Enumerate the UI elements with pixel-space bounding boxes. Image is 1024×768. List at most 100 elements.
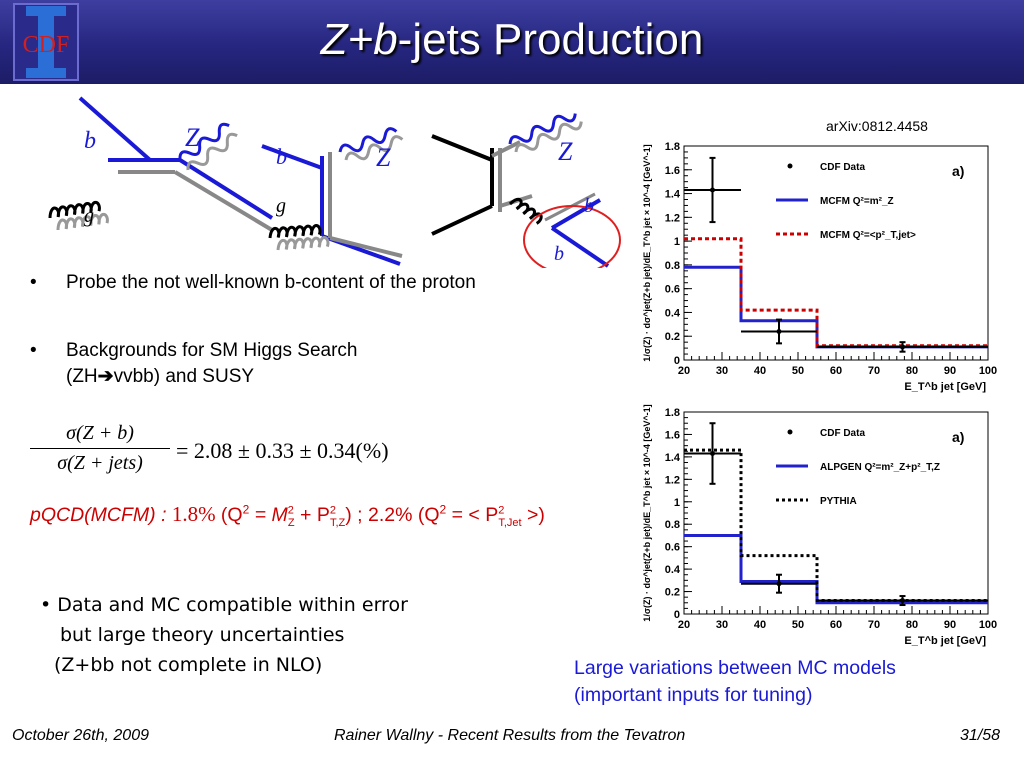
x-tick-label: 50 — [792, 365, 804, 377]
feynman-diagram-3: Z b b — [431, 113, 621, 268]
f2-13: T,Jet — [498, 516, 522, 529]
y-tick-label: 1.6 — [665, 165, 680, 177]
label-z: Z — [185, 123, 200, 152]
f2-11: = < P — [446, 504, 499, 526]
bullet-1: Probe the not well-known b-content of th… — [66, 272, 476, 293]
y-tick-label: 1.4 — [665, 452, 681, 464]
formula2: pQCD(MCFM) : 1.8% (Q2 = M2Z + P2T,Z) ; 2… — [30, 502, 545, 529]
title-rest: -jets Production — [397, 15, 704, 64]
label-g: g — [84, 205, 94, 227]
arrow-right-icon: ➔ — [97, 366, 114, 387]
y-tick-label: 0 — [674, 355, 680, 367]
x-axis-label: E_T^b jet [GeV] — [904, 381, 986, 393]
logo-text: CDF — [23, 32, 70, 58]
conclusion: • Data and MC compatible within error bu… — [40, 590, 408, 680]
f2-6: + P — [294, 504, 330, 526]
y-tick-label: 1.2 — [665, 474, 680, 486]
x-tick-label: 30 — [716, 619, 728, 631]
feynman-diagram-1: b Z g — [48, 96, 274, 232]
plot-frame — [683, 411, 989, 615]
bullet-dot-2: • — [30, 340, 37, 361]
x-tick-label: 100 — [979, 365, 997, 377]
legend-label: MCFM Q²=<p²_T,jet> — [820, 230, 916, 241]
x-tick-label: 70 — [868, 619, 880, 631]
legend-marker — [787, 429, 793, 435]
bullet-2-c: vvbb) and SUSY — [113, 366, 255, 387]
data-point — [710, 187, 715, 193]
legend-label: ALPGEN Q²=m²_Z+p²_T,Z — [820, 462, 940, 473]
y-tick-label: 0.8 — [665, 519, 680, 531]
x-tick-label: 20 — [678, 619, 690, 631]
chart-2: 0 0.2 0.4 0.6 0.8 1 1.2 1.4 1.6 1.8 20 30 40 50 60 70 80… — [642, 404, 997, 647]
label-b-3b: b — [554, 243, 564, 265]
label-b: b — [84, 128, 96, 154]
f2-7: 2 — [329, 504, 336, 517]
data-point — [776, 328, 782, 334]
y-tick-label: 0.8 — [665, 260, 680, 272]
legend-label: CDF Data — [820, 162, 865, 173]
y-tick-label: 0.4 — [665, 564, 681, 576]
y-tick-label: 1.2 — [665, 212, 680, 224]
formula1-numerator: σ(Z + b) — [66, 422, 134, 444]
f2-2: 2 — [242, 502, 250, 517]
bullet-2-line1: Backgrounds for SM Higgs Search — [66, 340, 358, 361]
f2-10: 2 — [439, 502, 447, 517]
label-b-2: b — [276, 144, 287, 169]
bullet-2-a: (ZH — [66, 366, 98, 387]
legend-label: CDF Data — [820, 428, 865, 439]
f2-8: T,Z — [329, 516, 346, 529]
feynman-diagrams: b Z g b Z g Z b b — [48, 96, 621, 268]
panel-label: a) — [952, 429, 964, 445]
x-tick-label: 30 — [716, 365, 728, 377]
conclusion-line1: • Data and MC compatible within error — [40, 594, 408, 616]
y-tick-label: 1.8 — [665, 141, 680, 153]
f2-12: 2 — [498, 504, 505, 517]
x-tick-label: 60 — [830, 619, 842, 631]
x-tick-label: 60 — [830, 365, 842, 377]
caption-line2: (important inputs for tuning) — [574, 684, 813, 706]
y-tick-label: 0.2 — [665, 587, 680, 599]
y-tick-label: 0.2 — [665, 331, 680, 343]
title-bar — [0, 0, 1024, 84]
conclusion-line3: (Z+bb not complete in NLO) — [54, 654, 323, 676]
y-axis-label: 1/σ(Z) · dσ^jet(Z+b jet)/dE_T^b jet × 10… — [642, 144, 652, 361]
formula2-v1: 1.8% — [171, 502, 221, 526]
conclusion-line2: but large theory uncertainties — [60, 624, 345, 646]
panel-label: a) — [952, 163, 964, 179]
f2-1: (Q — [220, 504, 243, 526]
label-z-3: Z — [558, 137, 573, 166]
page-number: 31/58 — [960, 727, 1001, 744]
y-tick-label: 1.4 — [665, 189, 681, 201]
x-tick-label: 40 — [754, 619, 766, 631]
f2-14: >) — [521, 504, 545, 526]
plot-frame — [683, 145, 989, 361]
formula1-rhs: = 2.08 ± 0.33 ± 0.34(%) — [176, 438, 389, 463]
footer-date: October 26th, 2009 — [12, 727, 149, 744]
y-tick-label: 0.6 — [665, 284, 680, 296]
formula2-pqcd: pQCD(MCFM) : — [30, 504, 172, 526]
label-b-3a: b — [584, 195, 594, 217]
x-tick-label: 90 — [944, 619, 956, 631]
chart-caption: Large variations between MC models (impo… — [574, 655, 896, 709]
footer-center: Rainer Wallny - Recent Results from the … — [334, 727, 686, 744]
f2-3: = M — [249, 504, 288, 526]
arxiv-reference: arXiv:0812.4458 — [826, 118, 928, 134]
y-tick-label: 1.6 — [665, 429, 680, 441]
page-title: Z+b-jets Production — [0, 10, 1024, 70]
feynman-diagram-2: b Z g — [261, 127, 404, 266]
bullet-dot-1: • — [30, 272, 37, 293]
x-tick-label: 70 — [868, 365, 880, 377]
legend-marker — [787, 163, 793, 169]
f2-4: 2 — [287, 504, 294, 517]
formula1-fraction: σ(Z + b) σ(Z + jets) — [30, 422, 170, 475]
data-point — [900, 344, 905, 350]
y-tick-label: 0.4 — [665, 307, 681, 319]
x-tick-label: 20 — [678, 365, 690, 377]
f2-9: ) ; 2.2% (Q — [345, 504, 440, 526]
caption-line1: Large variations between MC models — [574, 657, 896, 679]
y-tick-label: 1 — [674, 236, 680, 248]
f2-5: Z — [287, 516, 295, 529]
x-axis-label: E_T^b jet [GeV] — [904, 635, 986, 647]
data-point — [900, 598, 905, 604]
y-tick-label: 1 — [674, 497, 680, 509]
